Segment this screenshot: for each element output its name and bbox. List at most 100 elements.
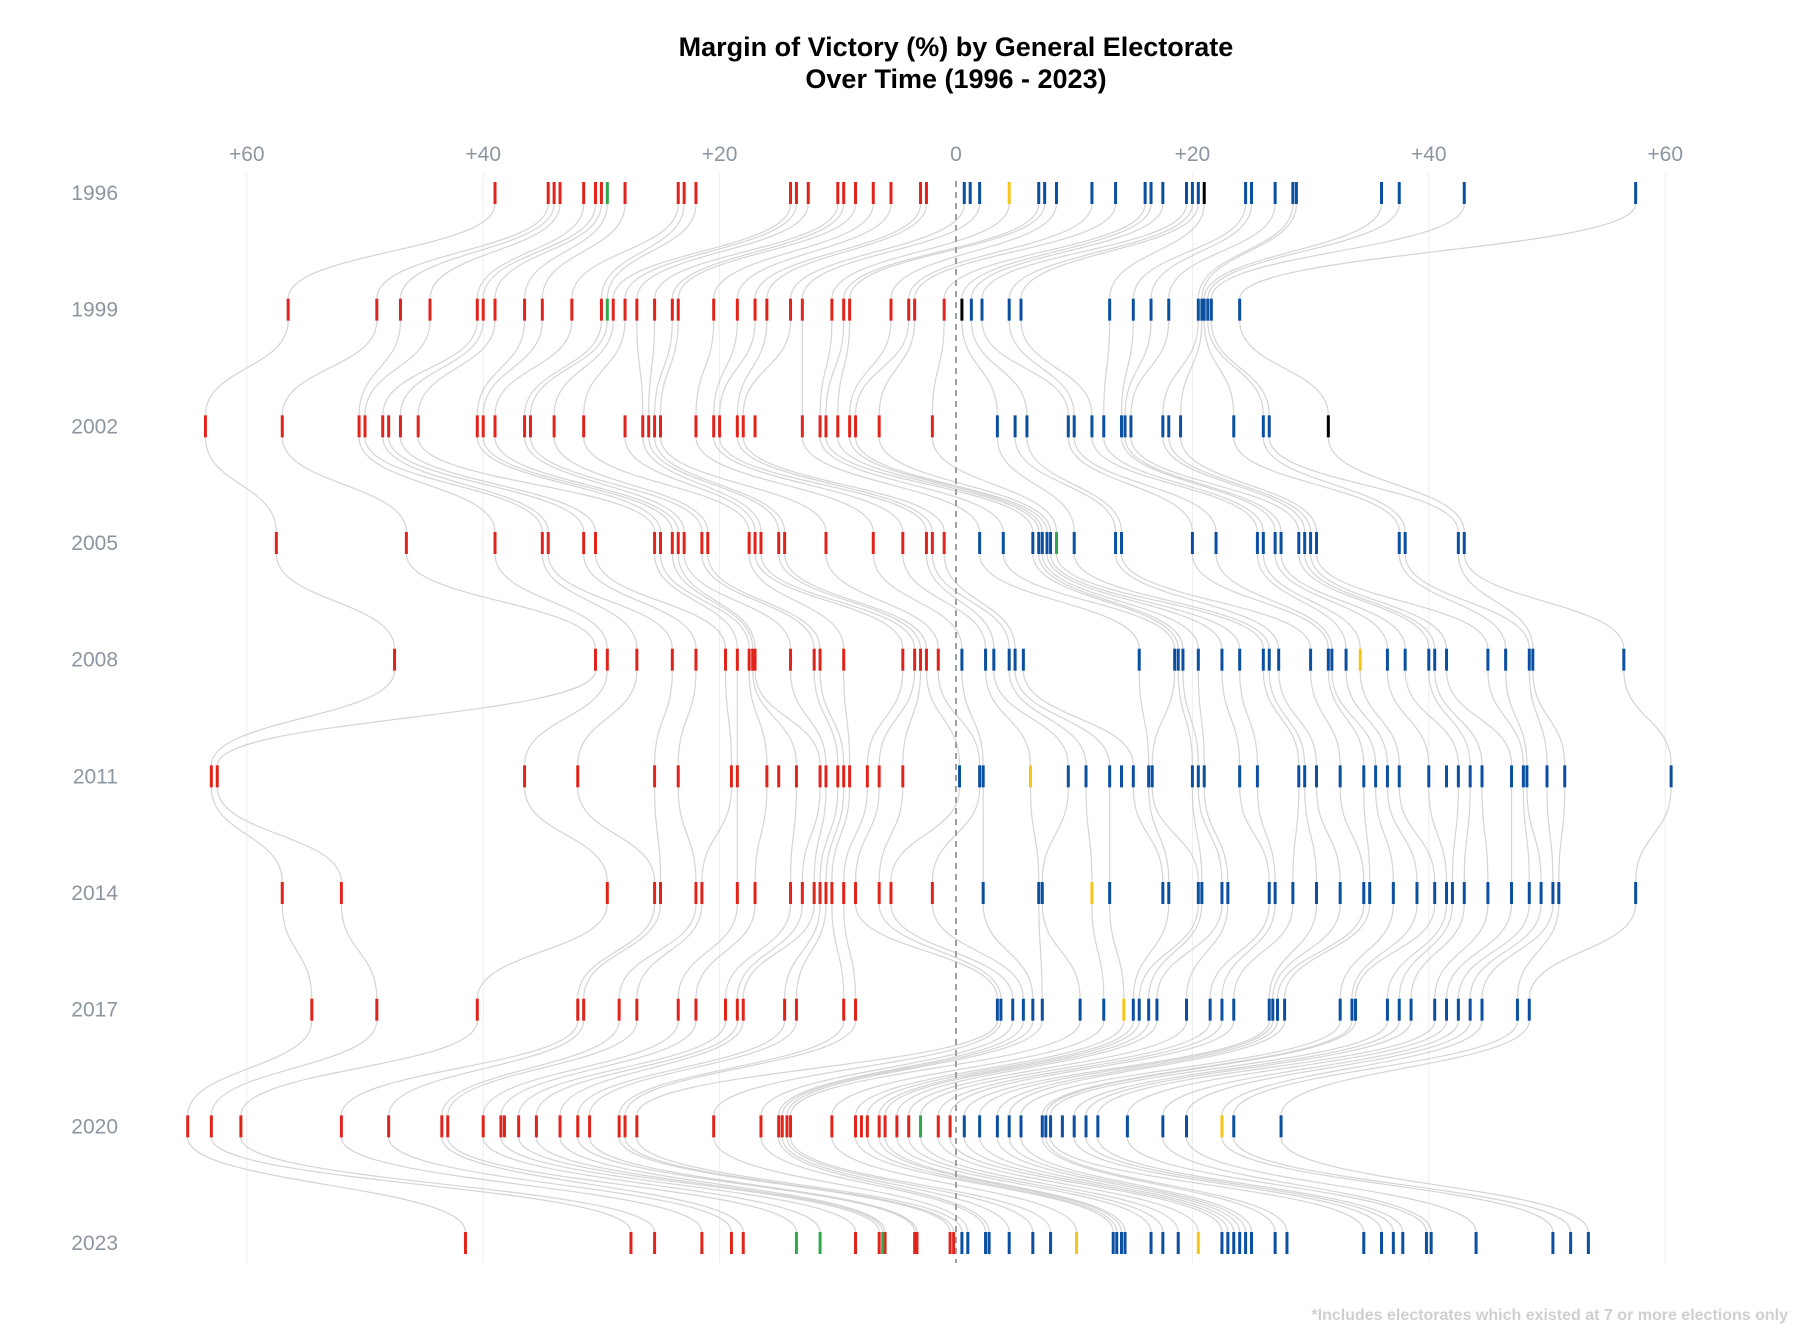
connector-line [961,320,998,416]
connector-line [523,437,685,533]
connector-line [1239,670,1259,766]
connector-line [1522,787,1530,883]
connector-line [1278,670,1318,766]
connector-line [1168,203,1276,299]
connector-line [1020,203,1199,299]
connector-line [494,554,608,649]
connector-line [819,787,839,883]
connector-line [937,670,981,766]
connector-line [1177,670,1193,766]
connector-line [583,437,750,533]
connector-line [896,1020,1158,1116]
connector-line [653,203,839,299]
connector-line [1363,787,1371,883]
connector-line [1185,904,1229,999]
connector-line [275,554,396,649]
connector-line [1526,787,1542,883]
connector-line [677,203,857,299]
connector-line [1434,670,1483,766]
connector-line [1304,554,1436,649]
connector-line [1126,1020,1448,1116]
connector-line [1558,787,1566,883]
year-label: 2023 [71,1232,118,1255]
x-tick-label: +60 [1647,143,1683,166]
connector-line [890,787,961,883]
connector-line [1445,670,1513,766]
connector-line [742,437,945,533]
connector-line [1481,904,1554,999]
connector-line [1124,320,1152,416]
connector-line [618,1137,951,1233]
connector-line [981,203,1188,299]
connector-line [523,320,602,416]
connector-line [872,554,963,649]
connector-line [784,904,821,999]
connector-line [837,437,1040,533]
connector-line [1041,1137,1276,1233]
connector-line [896,1137,1152,1233]
connector-line [1210,320,1270,416]
connector-line [1162,1020,1459,1116]
connector-line [854,1137,1114,1233]
connector-line [1049,1137,1365,1233]
connector-line [382,320,478,416]
connector-line [1345,670,1389,766]
connector-line [476,437,662,533]
connector-line [1315,554,1489,649]
connector-line [789,203,965,299]
connector-line [1528,670,1548,766]
label-layer: +60 +40 +20 0 +20 +40 +60 1996 1999 2002 2005 2008 2… [71,143,1683,1255]
connector-line [831,787,851,883]
connector-line [854,1020,1125,1116]
connector-line [1085,1137,1394,1233]
connector-line [1359,670,1400,766]
connector-line [884,1020,1150,1116]
connector-line [1162,320,1199,416]
connector-line [417,320,496,416]
connector-line [1276,904,1365,999]
connector-line [677,554,756,649]
connector-line [529,437,703,533]
connector-line [784,554,928,649]
x-tick-label: +40 [465,143,501,166]
connector-line [358,437,496,533]
connector-line [612,203,792,299]
connector-line [1386,787,1418,883]
connector-line [500,1137,857,1233]
connector-line [210,670,396,766]
connector-line [1191,554,1329,649]
connector-line [1351,904,1418,999]
connector-line [1132,203,1247,299]
connector-line [648,320,656,416]
connector-line [187,1137,467,1233]
connector-line [240,1137,656,1233]
connector-line [919,1020,1211,1116]
connector-line [866,1020,1134,1116]
connector-line [577,904,656,999]
connector-line [1207,203,1400,299]
connector-line [878,670,916,766]
connector-line [736,904,803,999]
connector-line [388,1137,733,1233]
connector-line [1091,437,1259,533]
connector-line [789,787,798,883]
connector-line [825,554,939,649]
connector-line [1182,670,1199,766]
connector-line [1008,203,1193,299]
connector-line [447,1137,798,1233]
connector-line [1428,670,1471,766]
connector-line [854,320,910,416]
connector-line [1221,904,1276,999]
connector-line [742,320,792,416]
connector-line [849,320,892,416]
connector-line [1020,320,1093,416]
connector-line [736,203,892,299]
connector-line [843,904,857,999]
connector-line [523,787,608,883]
connector-line [659,437,827,533]
connector-line [908,1020,1188,1116]
connector-line [766,203,928,299]
connector-line [1274,554,1389,649]
connector-line [405,554,597,649]
connector-line [1404,554,1530,649]
